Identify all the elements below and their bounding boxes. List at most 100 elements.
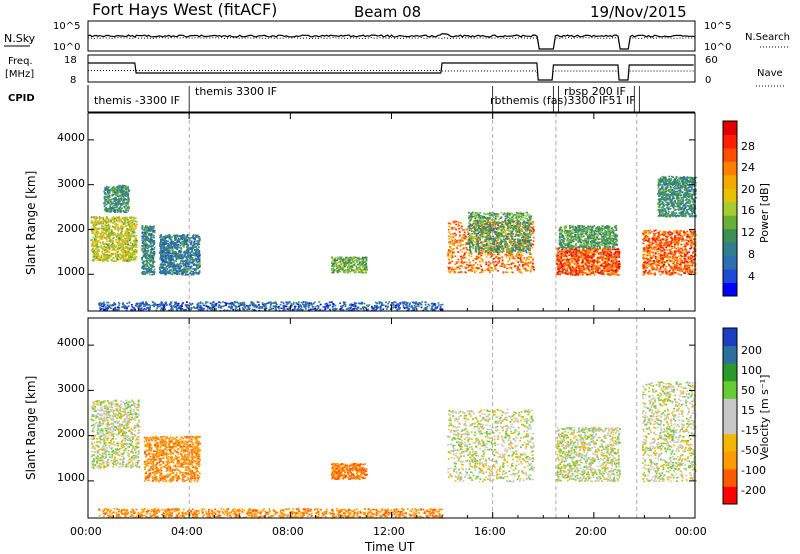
data-point	[356, 257, 359, 259]
data-point	[457, 221, 460, 224]
data-point	[119, 235, 122, 238]
data-point	[171, 249, 174, 251]
data-point	[165, 239, 168, 242]
data-point	[455, 246, 458, 248]
data-point	[192, 272, 194, 275]
data-point	[149, 225, 151, 228]
data-point	[126, 218, 129, 221]
data-point	[362, 306, 365, 308]
data-point	[373, 306, 376, 309]
data-point	[153, 225, 155, 227]
data-point	[497, 253, 499, 255]
data-point	[164, 264, 167, 266]
data-point	[190, 240, 193, 242]
data-point	[184, 237, 187, 239]
data-point	[102, 220, 105, 222]
data-point	[184, 269, 186, 272]
data-point	[510, 271, 513, 274]
data-point	[275, 302, 277, 305]
data-point	[292, 303, 295, 305]
data-point	[113, 206, 116, 209]
data-point	[174, 235, 176, 237]
power-data	[90, 113, 697, 312]
data-point	[173, 266, 175, 268]
data-point	[99, 259, 101, 261]
data-point	[287, 308, 290, 311]
data-point	[151, 230, 154, 233]
data-point	[223, 309, 226, 311]
data-point	[106, 306, 108, 309]
data-point	[170, 308, 173, 311]
data-point	[295, 302, 298, 304]
data-point	[110, 231, 112, 234]
data-point	[122, 203, 125, 205]
data-point	[161, 237, 163, 240]
data-point	[150, 236, 153, 239]
data-point	[455, 220, 458, 223]
data-point	[162, 259, 164, 262]
data-point	[100, 304, 103, 306]
data-point	[92, 236, 95, 239]
data-point	[456, 240, 459, 242]
data-point	[90, 216, 93, 219]
data-point	[451, 240, 454, 242]
data-point	[115, 238, 117, 241]
data-point	[134, 220, 137, 223]
data-point	[133, 224, 136, 227]
data-point	[272, 305, 275, 307]
data-point	[163, 272, 166, 275]
data-point	[148, 259, 150, 262]
data-point	[122, 260, 124, 262]
data-point	[228, 305, 230, 308]
data-point	[107, 224, 110, 226]
data-point	[121, 202, 124, 205]
data-point	[466, 228, 469, 230]
data-point	[90, 219, 93, 222]
data-point	[144, 265, 147, 267]
data-point	[285, 303, 288, 306]
data-point	[102, 241, 104, 243]
data-point	[190, 306, 193, 309]
data-point	[105, 210, 108, 213]
data-point	[172, 269, 175, 272]
data-point	[177, 255, 180, 258]
data-point	[145, 259, 148, 261]
data-point	[112, 198, 115, 200]
data-point	[124, 240, 127, 242]
nave-tick-bottom: 0	[705, 75, 711, 86]
data-point	[187, 252, 190, 254]
data-point	[125, 225, 127, 227]
data-point	[132, 218, 135, 221]
data-point	[122, 243, 125, 246]
data-point	[463, 235, 466, 237]
data-point	[481, 260, 484, 263]
data-point	[448, 249, 450, 251]
data-point	[142, 240, 144, 243]
data-point	[187, 246, 190, 249]
data-point	[198, 270, 201, 272]
data-point	[525, 270, 528, 272]
data-point	[98, 236, 101, 238]
data-point	[364, 264, 366, 266]
data-point	[455, 234, 458, 236]
data-point	[353, 304, 356, 307]
data-point	[365, 269, 368, 271]
data-point	[453, 268, 455, 271]
data-point	[501, 259, 504, 262]
data-point	[178, 250, 181, 252]
data-point	[163, 253, 166, 256]
data-point	[226, 309, 228, 312]
data-point	[106, 260, 109, 262]
data-point	[117, 255, 120, 258]
data-point	[190, 266, 192, 269]
data-point	[126, 246, 129, 249]
data-point	[145, 236, 148, 238]
data-point	[134, 308, 136, 311]
data-point	[131, 309, 133, 312]
data-point	[109, 188, 112, 191]
data-point	[374, 301, 377, 304]
data-point	[269, 306, 272, 308]
data-point	[112, 201, 115, 203]
data-point	[296, 309, 299, 312]
data-point	[527, 256, 530, 258]
